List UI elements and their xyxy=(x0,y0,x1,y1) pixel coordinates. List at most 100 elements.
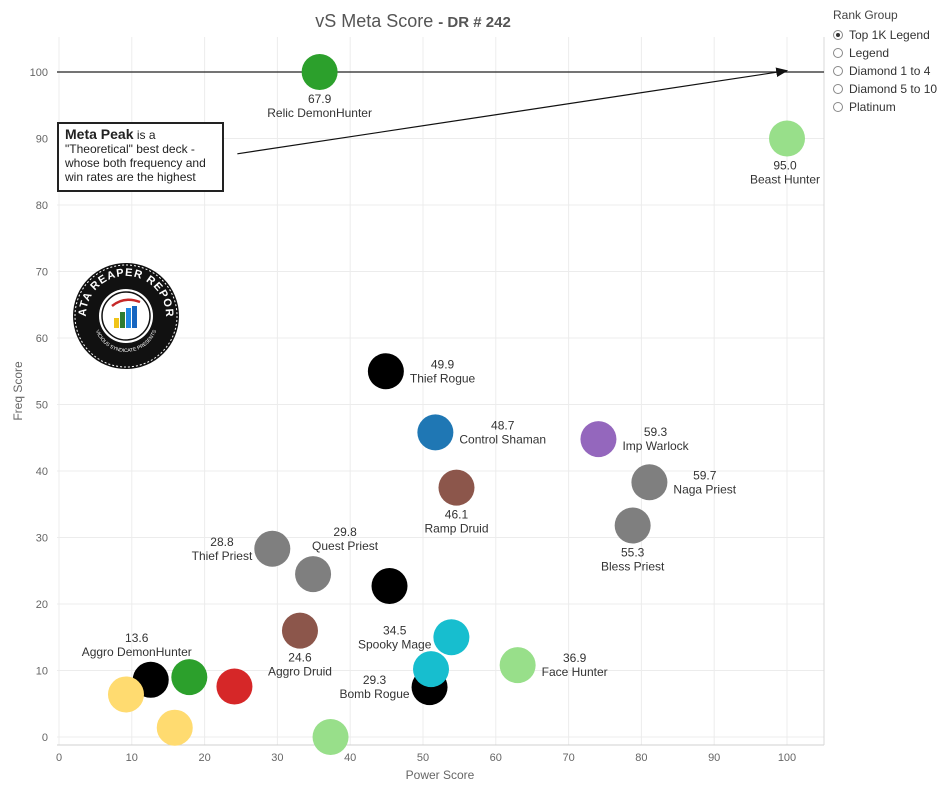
logo-inner-ring xyxy=(101,291,151,341)
point-name-label: Quest Priest xyxy=(312,539,379,553)
radio-icon[interactable] xyxy=(833,66,843,76)
point-name-label: Aggro Druid xyxy=(268,665,332,679)
x-tick-label: 70 xyxy=(562,752,574,764)
y-tick-label: 100 xyxy=(30,67,48,79)
data-point[interactable] xyxy=(216,668,253,705)
annotation-text-3: whose both frequency and xyxy=(65,156,206,170)
data-point[interactable] xyxy=(371,568,408,605)
y-tick-label: 40 xyxy=(36,466,48,478)
radio-icon[interactable] xyxy=(833,48,843,58)
y-tick-label: 80 xyxy=(36,200,48,212)
chart-title: vS Meta Score - DR # 242 xyxy=(0,11,826,32)
y-tick-label: 10 xyxy=(36,666,48,678)
point-score-label: 49.9 xyxy=(431,357,455,371)
point-name-label: Bless Priest xyxy=(601,560,665,574)
x-tick-label: 80 xyxy=(635,752,647,764)
x-tick-label: 10 xyxy=(126,752,138,764)
legend-item-top-1k-legend[interactable]: Top 1K Legend xyxy=(833,26,951,44)
point-score-label: 24.6 xyxy=(288,651,312,665)
x-tick-label: 50 xyxy=(417,752,429,764)
meta-peak-annotation: Meta Peak is a "Theoretical" best deck -… xyxy=(57,122,224,192)
point-score-label: 13.6 xyxy=(125,631,149,645)
data-point[interactable] xyxy=(631,464,668,501)
point-score-label: 28.8 xyxy=(210,535,234,549)
data-point[interactable] xyxy=(295,556,332,593)
point-name-label: Beast Hunter xyxy=(750,173,820,187)
point-score-label: 55.3 xyxy=(621,546,645,560)
point-score-label: 59.7 xyxy=(693,468,717,482)
point-name-label: Thief Priest xyxy=(192,549,253,563)
data-point[interactable] xyxy=(312,719,349,755)
point-name-label: Control Shaman xyxy=(459,432,546,446)
point-score-label: 34.5 xyxy=(383,623,407,637)
data-point[interactable] xyxy=(107,676,144,713)
annotation-text-2: "Theoretical" best deck - xyxy=(65,142,195,156)
data-point[interactable] xyxy=(499,647,536,684)
data-point[interactable] xyxy=(171,659,208,696)
legend-item-legend[interactable]: Legend xyxy=(833,44,951,62)
point-name-label: Relic DemonHunter xyxy=(267,106,372,120)
point-name-label: Bomb Rogue xyxy=(340,687,410,701)
point-name-label: Spooky Mage xyxy=(358,637,432,651)
point-score-label: 59.3 xyxy=(644,425,668,439)
y-axis-title: Freq Score xyxy=(11,361,25,421)
data-point[interactable] xyxy=(413,651,450,688)
point-score-label: 46.1 xyxy=(445,508,469,522)
point-score-label: 95.0 xyxy=(773,159,797,173)
y-tick-label: 0 xyxy=(42,732,48,744)
logo-dashed-ring xyxy=(74,264,178,368)
point-score-label: 36.9 xyxy=(563,651,587,665)
point-name-label: Imp Warlock xyxy=(622,439,689,453)
point-name-label: Ramp Druid xyxy=(424,522,488,536)
data-point[interactable] xyxy=(417,414,454,451)
chart-title-sub: - DR # 242 xyxy=(438,14,511,31)
data-point[interactable] xyxy=(367,353,404,390)
data-point[interactable] xyxy=(254,530,291,567)
point-score-label: 67.9 xyxy=(308,92,332,106)
data-point[interactable] xyxy=(614,507,651,544)
legend-item-label: Diamond 5 to 10 xyxy=(849,82,938,96)
data-point[interactable] xyxy=(156,709,193,746)
annotation-text-1: is a xyxy=(133,128,156,142)
y-tick-label: 50 xyxy=(36,400,48,412)
point-name-label: Naga Priest xyxy=(673,482,736,496)
x-tick-label: 30 xyxy=(271,752,283,764)
legend-item-label: Diamond 1 to 4 xyxy=(849,64,931,78)
annotation-text-4: win rates are the highest xyxy=(65,170,196,184)
radio-icon[interactable] xyxy=(833,102,843,112)
chart-title-main: vS Meta Score xyxy=(315,11,434,31)
data-point[interactable] xyxy=(301,54,338,90)
data-point[interactable] xyxy=(580,421,617,458)
data-point[interactable] xyxy=(281,612,318,649)
annotation-strong: Meta Peak xyxy=(65,126,134,142)
rank-group-legend: Rank Group Top 1K Legend Legend Diamond … xyxy=(833,8,951,116)
x-tick-label: 60 xyxy=(490,752,502,764)
data-point[interactable] xyxy=(769,120,805,157)
legend-item-diamond-1-to-4[interactable]: Diamond 1 to 4 xyxy=(833,62,951,80)
y-tick-label: 30 xyxy=(36,533,48,545)
point-score-label: 29.8 xyxy=(333,525,357,539)
x-tick-label: 0 xyxy=(56,752,62,764)
y-tick-label: 60 xyxy=(36,333,48,345)
legend-item-label: Legend xyxy=(849,46,890,60)
x-tick-label: 100 xyxy=(778,752,796,764)
x-tick-label: 20 xyxy=(198,752,210,764)
data-point[interactable] xyxy=(438,469,475,506)
y-tick-label: 70 xyxy=(36,267,48,279)
legend-item-label: Platinum xyxy=(849,100,896,114)
bar-graph-icon xyxy=(111,298,141,328)
legend-title: Rank Group xyxy=(833,8,898,22)
annotation-arrow xyxy=(237,67,789,155)
radio-icon[interactable] xyxy=(833,84,843,94)
point-score-label: 48.7 xyxy=(491,418,515,432)
legend-item-diamond-5-to-10[interactable]: Diamond 5 to 10 xyxy=(833,80,951,98)
y-tick-label: 20 xyxy=(36,599,48,611)
data-reaper-logo: DATA REAPER REPORT VICIOUS SYNDICATE PRE… xyxy=(72,262,179,369)
y-tick-label: 90 xyxy=(36,134,48,146)
point-name-label: Thief Rogue xyxy=(410,371,476,385)
x-tick-label: 90 xyxy=(708,752,720,764)
legend-item-platinum[interactable]: Platinum xyxy=(833,98,951,116)
data-point[interactable] xyxy=(433,619,470,656)
radio-selected-icon[interactable] xyxy=(833,30,843,40)
